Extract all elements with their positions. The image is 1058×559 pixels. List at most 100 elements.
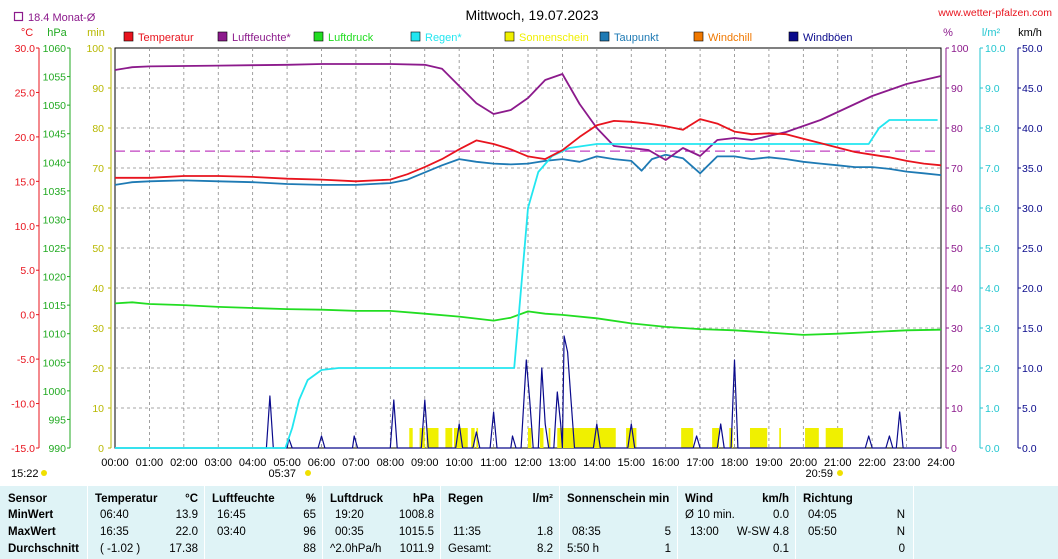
wind-unit-label: km/h — [1018, 27, 1042, 39]
sunshine-bar — [805, 428, 819, 448]
temp-unit-label: °C — [21, 27, 33, 39]
rain-tick-label: 8.0 — [985, 123, 1000, 135]
col-temperature: Temperatur °C 06:40 13.9 16:35 22.0 ( -1… — [88, 486, 205, 559]
temp-max-value: 22.0 — [175, 526, 198, 538]
sun-max-value: 5 — [664, 526, 671, 538]
wind-avg-value: 0.1 — [773, 543, 789, 555]
legend-label: Windchill — [708, 32, 752, 44]
series-luftfeuchte — [114, 63, 942, 161]
minutes-tick-label: 0 — [98, 443, 104, 455]
sunshine-bar — [712, 428, 720, 448]
temp-tick-label: 20.0 — [15, 132, 36, 144]
x-tick-label: 16:00 — [652, 457, 680, 469]
legend-swatch — [123, 31, 134, 42]
temp-tick-label: 15.0 — [15, 176, 36, 188]
wind-tick-label: 45.0 — [1022, 83, 1043, 95]
legend-swatch — [788, 31, 799, 42]
pressure-tick-label: 1045 — [43, 129, 67, 141]
pressure-tick-label: 990 — [48, 443, 66, 455]
header-direction: Richtung — [803, 493, 853, 505]
x-tick-label: 22:00 — [858, 457, 886, 469]
rain-tick-label: 2.0 — [985, 363, 1000, 375]
humidity-tick-label: 90 — [951, 83, 963, 95]
press-max-value: 1015.5 — [398, 526, 434, 538]
dir-avg-value: 0 — [898, 543, 905, 555]
row-label-max: MaxWert — [8, 526, 56, 538]
wind-tick-label: 30.0 — [1022, 203, 1043, 215]
x-tick-label: 11:00 — [480, 457, 507, 469]
col-wind: Wind km/h Ø 10 min. 0.0 13:00 W-SW 4.8 0… — [678, 486, 796, 559]
x-tick-label: 18:00 — [721, 457, 749, 469]
website-link[interactable]: www.wetter-pfalzen.com — [937, 7, 1052, 19]
wind-max-value: W-SW 4.8 — [736, 526, 789, 538]
rain-total-value: 8.2 — [537, 543, 553, 555]
x-tick-label: 06:00 — [308, 457, 336, 469]
monthly-avg-label: 18.4 Monat-Ø — [28, 12, 96, 24]
x-tick-label: 08:00 — [377, 457, 405, 469]
wind-tick-label: 10.0 — [1022, 363, 1043, 375]
col-rain: Regen l/m² 11:35 1.8 Gesamt: 8.2 — [441, 486, 560, 559]
x-tick-label: 23:00 — [893, 457, 921, 469]
sunshine-bar — [749, 428, 768, 448]
x-tick-label: 12:00 — [514, 457, 542, 469]
wind-tick-label: 25.0 — [1022, 243, 1043, 255]
col-sunshine: Sonnenschein min 08:35 5 5:50 h 1 — [560, 486, 678, 559]
col-direction: Richtung 04:05 N 05:50 N 0 — [796, 486, 914, 559]
header-temperature: Temperatur — [95, 493, 158, 505]
rain-tick-label: 10.0 — [985, 43, 1006, 55]
chart-background — [0, 0, 1058, 486]
pressure-tick-label: 1035 — [43, 186, 67, 198]
temp-tick-label: 0.0 — [20, 310, 35, 322]
hum-max-value: 96 — [303, 526, 316, 538]
wind-max-time: 13:00 — [690, 526, 719, 538]
minutes-tick-label: 100 — [86, 43, 104, 55]
legend-swatch — [217, 31, 228, 42]
weather-chart: Mittwoch, 19.07.2023 www.wetter-pfalzen.… — [0, 0, 1058, 486]
x-tick-label: 01:00 — [136, 457, 164, 469]
pressure-tick-label: 1040 — [43, 157, 67, 169]
sunshine-bar — [557, 428, 575, 448]
humidity-tick-label: 10 — [951, 403, 963, 415]
dir-max-time: 05:50 — [808, 526, 837, 538]
legend-swatch — [693, 31, 704, 42]
monthly-avg-icon — [13, 11, 24, 22]
legend-label: Regen* — [425, 32, 462, 44]
x-tick-label: 13:00 — [549, 457, 577, 469]
x-tick-label: 17:00 — [686, 457, 714, 469]
pressure-tick-label: 1030 — [43, 214, 67, 226]
wind-tick-label: 40.0 — [1022, 123, 1043, 135]
header-rain: Regen — [448, 493, 484, 505]
minutes-tick-label: 50 — [92, 243, 104, 255]
sunshine-bar — [548, 428, 551, 448]
rain-tick-label: 7.0 — [985, 163, 1000, 175]
hum-min-value: 65 — [303, 509, 316, 521]
series-windböen — [115, 335, 941, 449]
rain-tick-label: 6.0 — [985, 203, 1000, 215]
pressure-tick-label: 1010 — [43, 329, 67, 341]
percent-unit-label: % — [943, 27, 953, 39]
sun-total-duration: 5:50 h — [567, 543, 599, 555]
chart-series — [114, 63, 942, 449]
legend-label: Windböen — [803, 32, 853, 44]
header-wind: Wind — [685, 493, 713, 505]
header-wind-unit: km/h — [762, 493, 789, 505]
x-tick-label: 19:00 — [755, 457, 783, 469]
rain-tick-label: 4.0 — [985, 283, 1000, 295]
legend-swatch — [410, 31, 421, 42]
col-pressure: Luftdruck hPa 19:20 1008.8 00:35 1015.5 … — [323, 486, 441, 559]
pressure-tick-label: 995 — [48, 414, 66, 426]
pressure-tick-label: 1005 — [43, 357, 67, 369]
legend-label: Sonnenschein — [519, 32, 589, 44]
pressure-tick-label: 1060 — [43, 43, 67, 55]
sunrise-label: 05:37 — [268, 468, 296, 480]
rain-unit-label: l/m² — [982, 27, 1001, 39]
legend-swatch — [504, 31, 515, 42]
wind-tick-label: 0.0 — [1022, 443, 1037, 455]
pressure-tick-label: 1025 — [43, 243, 67, 255]
humidity-tick-label: 100 — [951, 43, 969, 55]
x-tick-label: 15:00 — [617, 457, 645, 469]
dir-max-value: N — [896, 526, 905, 538]
pressure-unit-label: hPa — [47, 27, 67, 39]
dir-min-time: 04:05 — [808, 509, 837, 521]
temp-tick-label: 30.0 — [15, 43, 36, 55]
